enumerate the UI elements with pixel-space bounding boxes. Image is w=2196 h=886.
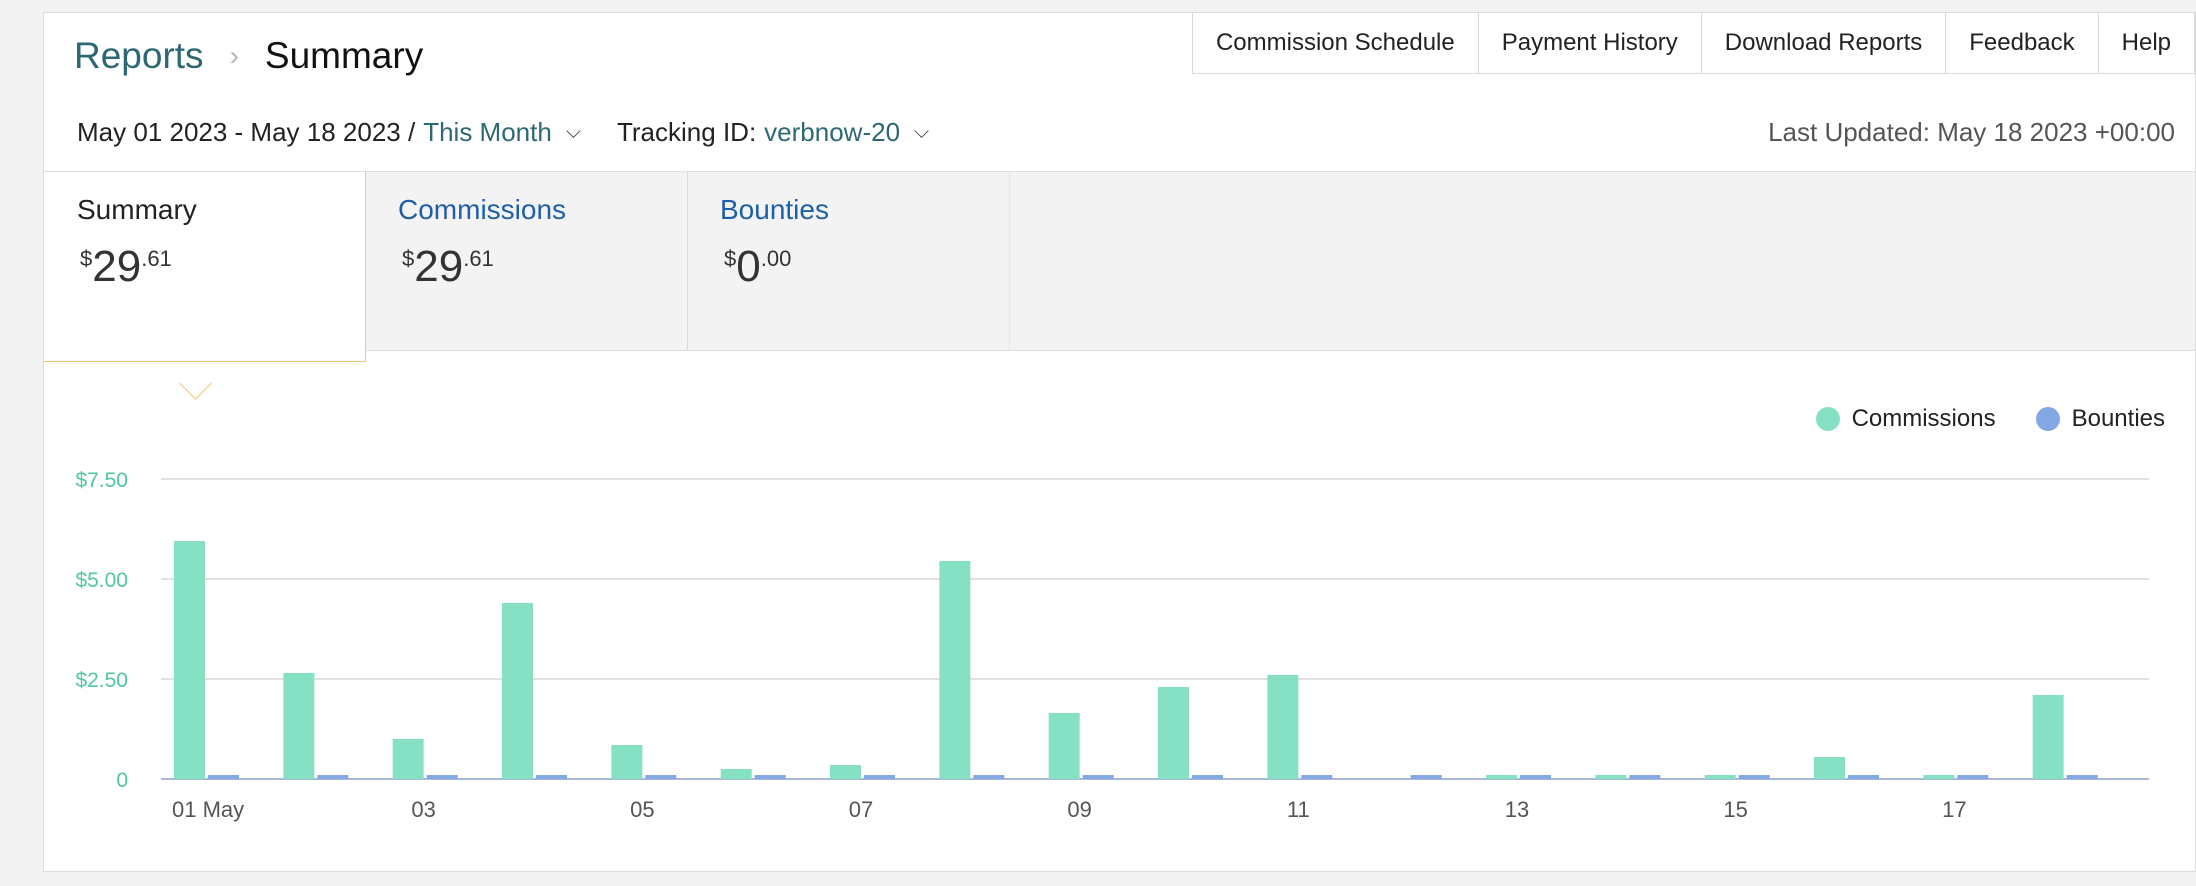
- amount-dollars: 29: [414, 242, 464, 291]
- commissions-bar: [1923, 775, 1955, 779]
- amount-cents: .61: [463, 246, 494, 271]
- breadcrumb: Reports › Summary: [74, 35, 423, 77]
- x-tick-label: 05: [630, 797, 654, 822]
- top-navigation: Commission Schedule Payment History Down…: [1191, 13, 2195, 74]
- bounties-bar: [973, 775, 1005, 779]
- summary-tabs: Summary $29.61 Commissions $29.61 Bounti…: [44, 171, 2195, 362]
- commissions-bar: [392, 739, 424, 779]
- bounties-dot-icon: [2035, 407, 2060, 431]
- x-tick-label: 11: [1287, 797, 1310, 822]
- bounties-bar: [208, 775, 239, 779]
- x-tick-label: 01 May: [172, 797, 244, 822]
- bounties-bar: [1082, 775, 1114, 779]
- legend-commissions-label: Commissions: [1851, 405, 1996, 432]
- commissions-bar: [1704, 775, 1736, 779]
- bounties-bar: [1957, 775, 1989, 779]
- tab-bounties-label: Bounties: [720, 194, 829, 225]
- feedback-button[interactable]: Feedback: [1946, 13, 2099, 73]
- commissions-bar: [1595, 775, 1627, 779]
- y-tick-label: $7.50: [75, 469, 128, 492]
- period-dropdown[interactable]: This Month: [423, 117, 552, 147]
- commissions-bar: [830, 765, 861, 779]
- commissions-dot-icon: [1815, 407, 1840, 431]
- bounties-bar: [2066, 775, 2098, 779]
- page-title: Summary: [264, 35, 424, 76]
- date-range: May 01 2023 - May 18 2023 /: [77, 117, 416, 147]
- breadcrumb-reports-link[interactable]: Reports: [74, 35, 204, 76]
- reports-panel: Reports › Summary Commission Schedule Pa…: [43, 12, 2196, 872]
- chevron-down-icon[interactable]: ⌵: [914, 121, 930, 143]
- bounties-bar: [426, 775, 458, 779]
- currency-symbol: $: [402, 246, 415, 271]
- x-tick-label: 17: [1942, 797, 1966, 822]
- amount-dollars: 29: [92, 242, 142, 291]
- chevron-down-icon[interactable]: ⌵: [565, 121, 581, 143]
- tab-summary-label: Summary: [77, 194, 197, 225]
- payment-history-button[interactable]: Payment History: [1479, 13, 1702, 73]
- help-button[interactable]: Help: [2121, 29, 2171, 56]
- commission-schedule-button[interactable]: Commission Schedule: [1193, 13, 1479, 73]
- tab-summary[interactable]: Summary $29.61: [44, 172, 366, 362]
- commissions-bar: [502, 603, 533, 779]
- bounties-bar: [317, 775, 349, 779]
- bounties-bar: [1301, 775, 1333, 779]
- commissions-bar: [939, 561, 971, 779]
- commissions-amount: $29.61: [402, 242, 494, 292]
- earnings-bar-chart: 0 $2.50 $5.00 $7.50 01 May 03 05 07 09 11 13 15 17: [75, 469, 2149, 822]
- bounties-bar: [754, 775, 786, 779]
- amount-cents: .00: [760, 246, 792, 271]
- chart-legend: Commissions Bounties: [1776, 405, 2165, 433]
- x-tick-label: 03: [411, 797, 435, 822]
- commissions-bar: [2032, 695, 2064, 779]
- amount-dollars: 0: [736, 242, 761, 291]
- legend-item-commissions[interactable]: Commissions: [1815, 405, 1996, 433]
- filter-bar: May 01 2023 - May 18 2023 / This Month ⌵…: [77, 117, 929, 148]
- currency-symbol: $: [80, 246, 93, 271]
- x-tick-label: 13: [1505, 797, 1529, 822]
- bounties-bar: [864, 775, 895, 779]
- bounties-bar: [645, 775, 677, 779]
- bounties-bar: [1848, 775, 1879, 779]
- bounties-bar: [1410, 775, 1442, 779]
- commissions-bar: [1267, 675, 1299, 779]
- y-tick-label: 0: [116, 769, 128, 792]
- commissions-bar: [1486, 775, 1517, 779]
- bounties-bar: [1738, 775, 1770, 779]
- commissions-bar: [611, 745, 643, 779]
- x-tick-label: 07: [849, 797, 873, 822]
- bounties-bar: [536, 775, 567, 779]
- active-tab-pointer: [179, 367, 212, 400]
- bounties-bar: [1192, 775, 1223, 779]
- commissions-bar: [1814, 757, 1845, 779]
- y-tick-label: $2.50: [75, 669, 128, 692]
- commissions-bar: [720, 769, 752, 779]
- tab-commissions[interactable]: Commissions $29.61: [366, 172, 688, 350]
- tab-bounties[interactable]: Bounties $0.00: [688, 172, 1010, 350]
- x-tick-label: 09: [1067, 797, 1091, 822]
- currency-symbol: $: [724, 246, 737, 271]
- legend-bounties-label: Bounties: [2071, 405, 2165, 432]
- tracking-id-label: Tracking ID:: [616, 117, 757, 147]
- commissions-bar: [174, 541, 205, 779]
- bounties-amount: $0.00: [724, 242, 791, 292]
- commissions-bar: [283, 673, 315, 779]
- amount-cents: .61: [141, 246, 172, 271]
- x-tick-label: 15: [1723, 797, 1747, 822]
- bounties-bar: [1520, 775, 1551, 779]
- tracking-id-dropdown[interactable]: verbnow-20: [764, 117, 901, 147]
- bounties-bar: [1629, 775, 1661, 779]
- commissions-bar: [1158, 687, 1189, 779]
- y-tick-label: $5.00: [75, 569, 128, 592]
- tab-commissions-label: Commissions: [398, 194, 567, 225]
- summary-amount: $29.61: [80, 242, 172, 292]
- legend-item-bounties[interactable]: Bounties: [2035, 405, 2165, 433]
- last-updated: Last Updated: May 18 2023 +00:00: [1768, 117, 2175, 147]
- chevron-right-icon: ›: [229, 40, 239, 71]
- download-reports-button[interactable]: Download Reports: [1702, 13, 1947, 73]
- commissions-bar: [1048, 713, 1080, 779]
